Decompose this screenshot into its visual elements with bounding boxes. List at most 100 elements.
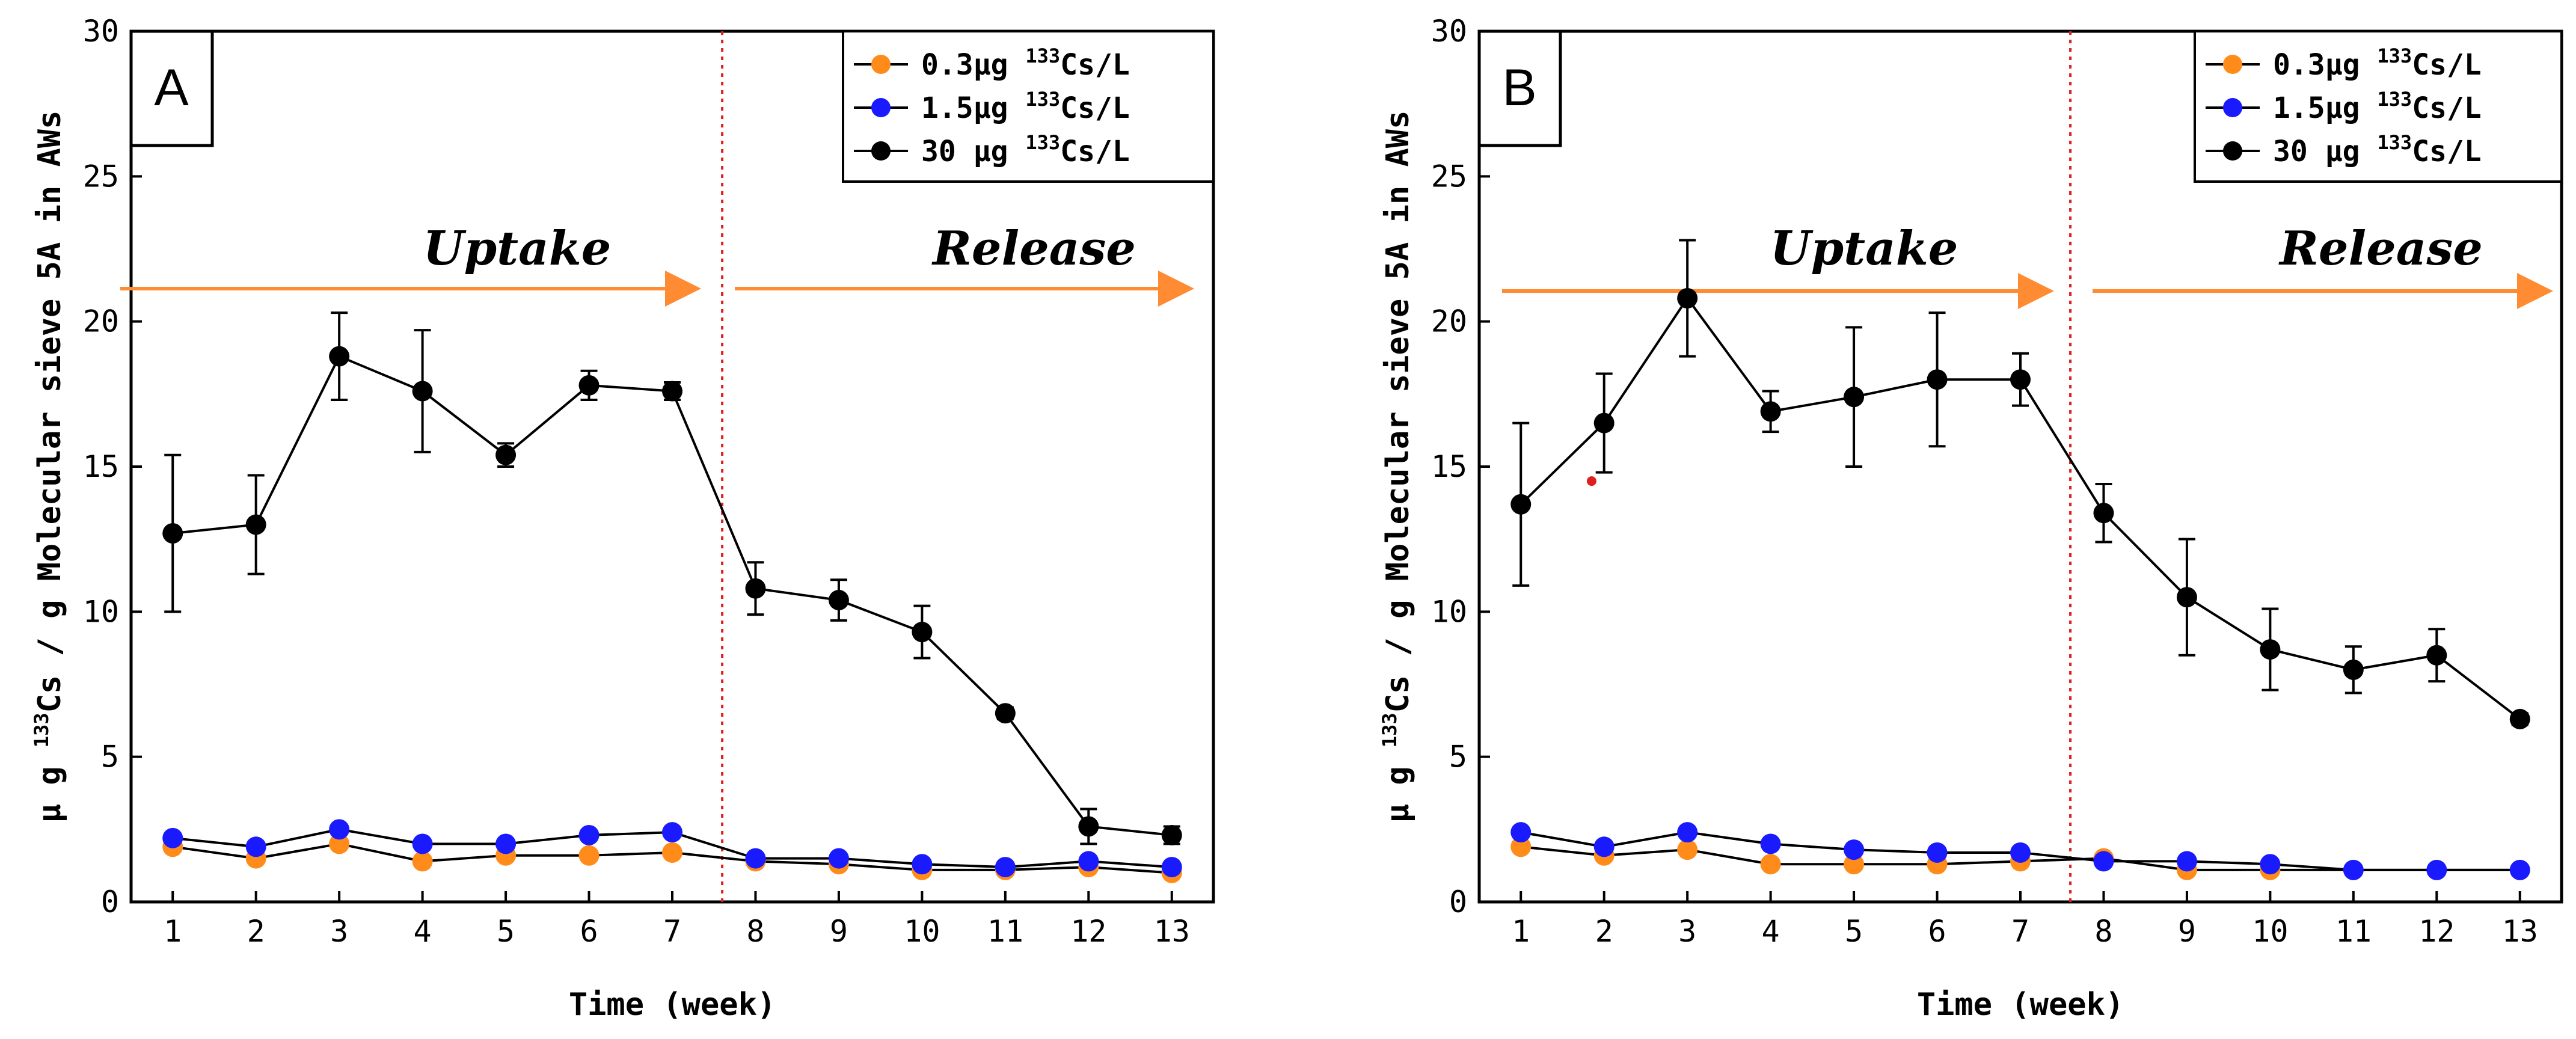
- panel-letter: B: [1502, 59, 1536, 117]
- data-point: [2343, 859, 2364, 880]
- data-point: [1078, 816, 1099, 837]
- x-tick-label: 2: [247, 914, 265, 949]
- x-tick-label: 3: [1678, 914, 1696, 949]
- data-point: [1161, 824, 1182, 845]
- data-point: [995, 857, 1016, 878]
- data-point: [2509, 708, 2530, 729]
- data-point: [2010, 842, 2031, 863]
- data-point: [2010, 369, 2031, 390]
- data-point: [2093, 851, 2114, 872]
- x-tick-label: 11: [2335, 914, 2372, 949]
- data-point: [162, 523, 183, 544]
- data-point: [828, 590, 849, 611]
- data-point: [329, 346, 350, 367]
- y-axis-title-rest: Cs / g Molecular sieve 5A in AWs: [1380, 111, 1416, 713]
- x-tick-label: 4: [414, 914, 432, 949]
- data-point: [495, 833, 517, 854]
- data-point: [662, 822, 682, 843]
- data-point: [912, 622, 933, 643]
- data-point: [1844, 387, 1865, 408]
- y-tick-label: 10: [83, 594, 119, 629]
- data-point: [995, 703, 1016, 724]
- x-tick-label: 10: [904, 914, 940, 949]
- data-point: [1593, 412, 1615, 434]
- data-point: [1927, 369, 1948, 390]
- data-point: [495, 444, 517, 465]
- y-axis-title-isotope: 133: [30, 713, 53, 747]
- y-tick-label: 5: [101, 740, 119, 774]
- data-point: [162, 827, 183, 848]
- data-point: [912, 854, 933, 875]
- x-tick-label: 8: [746, 914, 764, 949]
- data-point: [662, 842, 682, 863]
- x-tick-label: 10: [2252, 914, 2288, 949]
- data-point: [1844, 854, 1865, 875]
- data-point: [1760, 833, 1781, 854]
- data-point: [578, 845, 600, 866]
- data-point: [1677, 822, 1698, 843]
- y-tick-label: 15: [1431, 449, 1467, 484]
- data-point: [578, 824, 600, 845]
- data-point: [2509, 859, 2530, 880]
- y-tick-label: 15: [83, 449, 119, 484]
- x-tick-label: 6: [580, 914, 598, 949]
- data-point: [412, 381, 433, 402]
- data-point: [1510, 822, 1532, 843]
- y-tick-label: 20: [1431, 304, 1467, 339]
- x-tick-label: 12: [2418, 914, 2455, 949]
- x-axis-title: Time (week): [1917, 987, 2124, 1023]
- y-axis-title: μ g 133Cs / g Molecular sieve 5A in AWs: [1378, 111, 1416, 823]
- x-tick-label: 13: [2502, 914, 2538, 949]
- data-point: [828, 848, 849, 869]
- y-axis-title-isotope: 133: [1378, 713, 1401, 747]
- data-point: [1760, 854, 1781, 875]
- y-axis-title-rest: Cs / g Molecular sieve 5A in AWs: [32, 111, 68, 713]
- y-tick-label: 10: [1431, 594, 1467, 629]
- data-point: [1078, 851, 1099, 872]
- data-point: [2093, 503, 2114, 524]
- y-tick-label: 30: [1431, 14, 1467, 49]
- legend-label: 0.3μg 133Cs/L: [921, 44, 1130, 82]
- panel-letter-box: [1477, 29, 1562, 147]
- x-axis-title: Time (week): [569, 987, 776, 1023]
- data-point: [1593, 836, 1615, 857]
- data-point: [2343, 659, 2364, 680]
- x-tick-label: 4: [1762, 914, 1780, 949]
- data-point: [2426, 859, 2447, 880]
- y-tick-label: 0: [101, 884, 119, 919]
- y-tick-label: 25: [1431, 159, 1467, 194]
- data-point: [745, 578, 766, 599]
- data-point: [2260, 639, 2281, 660]
- phase-label-uptake: Uptake: [1770, 221, 1958, 276]
- phase-label-release: Release: [931, 221, 1136, 276]
- legend-marker: [871, 55, 891, 74]
- x-tick-label: 7: [2011, 914, 2029, 949]
- data-point: [2176, 587, 2197, 608]
- data-point: [2176, 851, 2197, 872]
- y-axis-title-prefix: μ g: [1380, 747, 1416, 823]
- data-point: [329, 819, 350, 840]
- x-tick-label: 6: [1928, 914, 1946, 949]
- legend-label: 1.5μg 133Cs/L: [921, 88, 1130, 125]
- x-tick-label: 1: [164, 914, 182, 949]
- x-tick-label: 5: [1845, 914, 1863, 949]
- legend-label: 1.5μg 133Cs/L: [2273, 88, 2482, 125]
- data-point: [1927, 842, 1948, 863]
- data-point: [1510, 494, 1532, 515]
- legend-marker: [2223, 141, 2242, 161]
- data-point: [412, 833, 433, 854]
- panel-letter: A: [154, 59, 189, 117]
- data-point: [2426, 645, 2447, 666]
- series-line: [173, 355, 1172, 836]
- data-point: [1844, 839, 1865, 860]
- data-point: [1510, 836, 1532, 857]
- x-tick-label: 7: [663, 914, 681, 949]
- y-tick-label: 25: [83, 159, 119, 194]
- panel-letter-box: [129, 29, 214, 147]
- data-point: [1677, 839, 1698, 860]
- x-tick-label: 5: [497, 914, 515, 949]
- data-point: [578, 375, 600, 396]
